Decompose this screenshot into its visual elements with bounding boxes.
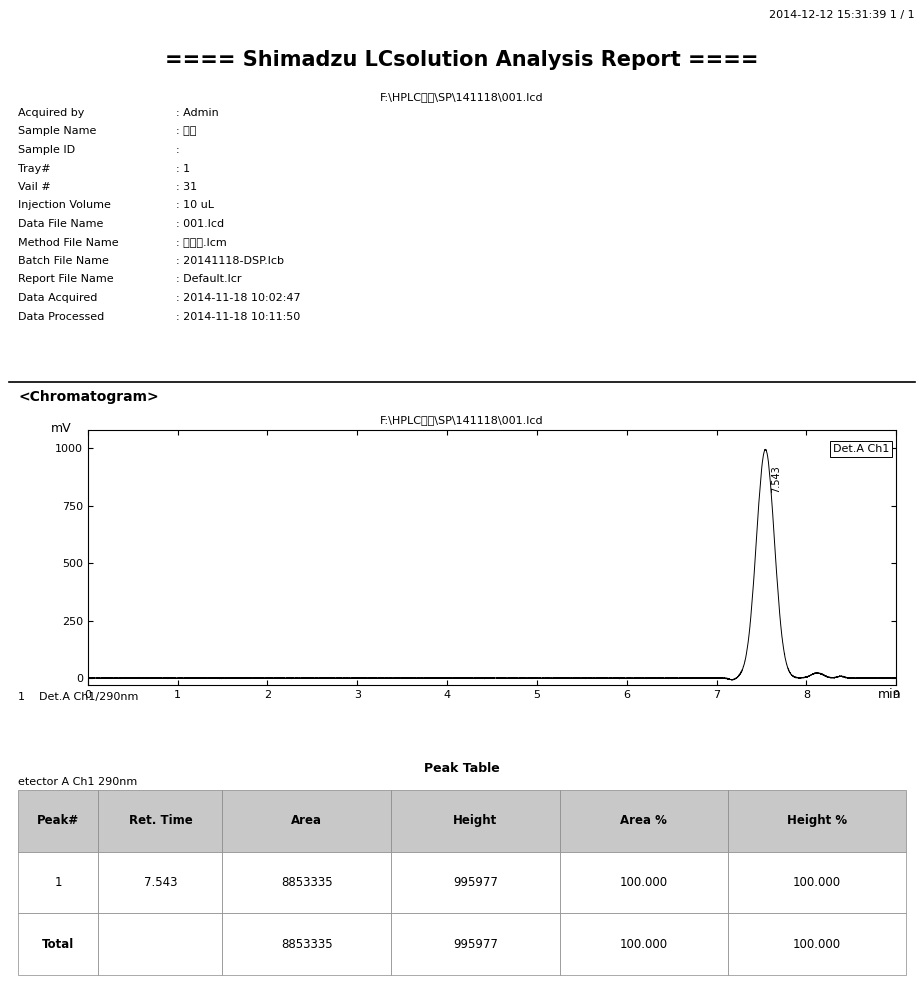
Text: min: min	[878, 688, 901, 701]
Text: :: :	[176, 145, 179, 155]
Text: Batch File Name: Batch File Name	[18, 256, 109, 266]
Text: F:\HPLC数据\SP\141118\001.lcd: F:\HPLC数据\SP\141118\001.lcd	[380, 415, 544, 425]
Text: : Admin: : Admin	[176, 108, 218, 118]
Text: Data Processed: Data Processed	[18, 312, 104, 322]
Text: <Chromatogram>: <Chromatogram>	[18, 390, 159, 404]
Text: : 毛死婴.lcm: : 毛死婴.lcm	[176, 237, 226, 247]
Text: Det.A Ch1: Det.A Ch1	[833, 444, 889, 454]
Text: Peak Table: Peak Table	[424, 762, 500, 775]
Text: etector A Ch1 290nm: etector A Ch1 290nm	[18, 777, 138, 787]
Text: : 2014-11-18 10:11:50: : 2014-11-18 10:11:50	[176, 312, 299, 322]
Text: 2014-12-12 15:31:39 1 / 1: 2014-12-12 15:31:39 1 / 1	[769, 10, 915, 20]
Text: 1    Det.A Ch1/290nm: 1 Det.A Ch1/290nm	[18, 692, 139, 702]
Text: 7.543: 7.543	[771, 466, 781, 493]
Text: : Default.lcr: : Default.lcr	[176, 274, 241, 284]
Text: mV: mV	[51, 422, 71, 435]
Text: : 31: : 31	[176, 182, 197, 192]
Text: Method File Name: Method File Name	[18, 237, 119, 247]
Text: ==== Shimadzu LCsolution Analysis Report ====: ==== Shimadzu LCsolution Analysis Report…	[165, 50, 759, 70]
Text: : 10 uL: : 10 uL	[176, 200, 213, 211]
Text: : 001.lcd: : 001.lcd	[176, 219, 224, 229]
Text: Sample Name: Sample Name	[18, 126, 97, 136]
Text: Sample ID: Sample ID	[18, 145, 76, 155]
Text: Vail #: Vail #	[18, 182, 51, 192]
Text: Tray#: Tray#	[18, 163, 51, 174]
Text: Report File Name: Report File Name	[18, 274, 114, 284]
Text: : 样品: : 样品	[176, 126, 196, 136]
Text: : 1: : 1	[176, 163, 189, 174]
Text: Data Acquired: Data Acquired	[18, 293, 98, 303]
Text: Injection Volume: Injection Volume	[18, 200, 112, 211]
Text: Data File Name: Data File Name	[18, 219, 103, 229]
Text: : 2014-11-18 10:02:47: : 2014-11-18 10:02:47	[176, 293, 300, 303]
Text: F:\HPLC数据\SP\141118\001.lcd: F:\HPLC数据\SP\141118\001.lcd	[380, 92, 544, 102]
Text: : 20141118-DSP.lcb: : 20141118-DSP.lcb	[176, 256, 284, 266]
Text: Acquired by: Acquired by	[18, 108, 85, 118]
